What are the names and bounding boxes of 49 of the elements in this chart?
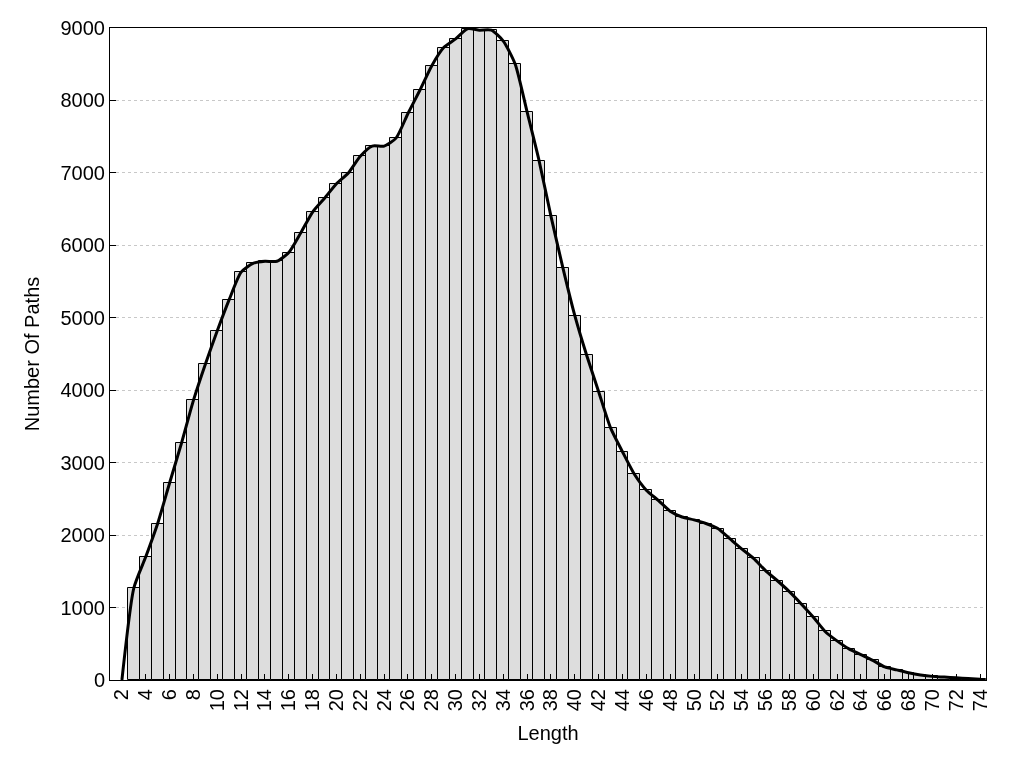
y-tick-label: 7000 (60, 161, 105, 184)
x-tick-label: 72 (944, 689, 967, 712)
y-tick-label: 8000 (60, 89, 105, 112)
y-tick-label: 6000 (60, 234, 105, 257)
x-tick-label: 6 (158, 689, 181, 701)
x-tick-label: 2 (110, 689, 133, 701)
x-tick-label: 44 (610, 689, 633, 712)
x-tick-label: 18 (301, 689, 324, 712)
x-tick-label: 20 (324, 689, 347, 712)
y-tick-label: 0 (93, 669, 105, 691)
x-tick-label: 8 (181, 689, 204, 701)
x-tick-label: 28 (420, 689, 443, 712)
x-tick-label: 22 (348, 689, 371, 712)
x-tick-label: 40 (563, 689, 586, 712)
x-tick-label: 74 (968, 689, 991, 712)
x-tick-label: 34 (491, 689, 514, 712)
y-axis-title: Number Of Paths (21, 276, 43, 432)
y-tick-label: 5000 (60, 306, 105, 329)
x-tick-label: 60 (801, 689, 824, 712)
x-tick-label: 56 (754, 689, 777, 712)
x-tick-label: 62 (825, 689, 848, 712)
x-tick-label: 54 (730, 689, 753, 712)
x-tick-label: 66 (873, 689, 896, 712)
x-tick-label: 32 (467, 689, 490, 712)
y-tick-label: 4000 (60, 379, 105, 402)
x-tick-label: 36 (515, 689, 538, 712)
x-tick-label: 4 (134, 689, 157, 701)
x-tick-label: 50 (682, 689, 705, 712)
y-tick-label: 3000 (60, 451, 105, 474)
x-tick-label: 64 (849, 689, 872, 712)
x-tick-label: 68 (897, 689, 920, 712)
x-tick-label: 30 (444, 689, 467, 712)
x-tick-label: 58 (777, 689, 800, 712)
x-tick-label: 24 (372, 689, 395, 712)
x-tick-label: 12 (229, 689, 252, 712)
x-tick-label: 10 (205, 689, 228, 712)
x-tick-label: 38 (539, 689, 562, 712)
x-tick-label: 42 (587, 689, 610, 712)
x-axis-title: Length (517, 721, 579, 744)
x-tick-label: 52 (706, 689, 729, 712)
x-tick-label: 46 (634, 689, 657, 712)
x-tick-label: 16 (277, 689, 300, 712)
x-tick-label: 70 (920, 689, 943, 712)
x-tick-label: 26 (396, 689, 419, 712)
y-tick-label: 9000 (60, 17, 105, 39)
y-tick-label: 1000 (60, 596, 105, 619)
y-tick-label: 2000 (60, 524, 105, 547)
x-tick-label: 48 (658, 689, 681, 712)
x-tick-label: 14 (253, 689, 276, 712)
